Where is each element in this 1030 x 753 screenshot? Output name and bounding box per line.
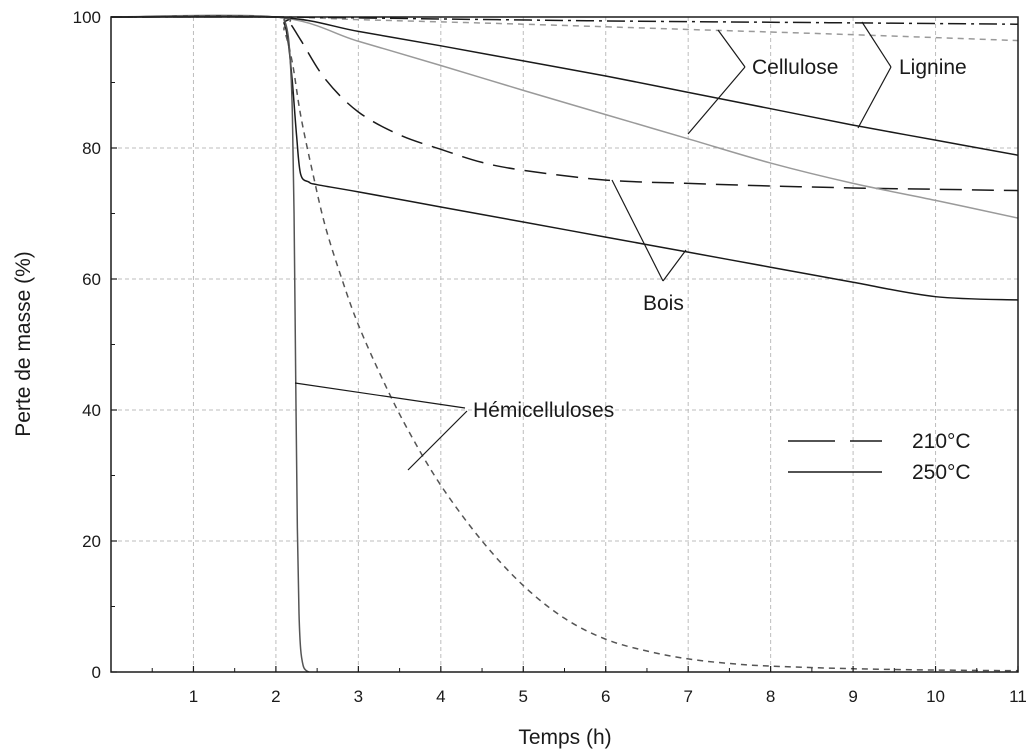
x-tick-label: 5 [519,687,528,706]
y-tick-label: 40 [82,401,101,420]
legend: 210°C 250°C [788,430,971,484]
legend-label-250: 250°C [912,461,971,484]
y-tick-label: 0 [92,663,101,682]
annotation-lignine: Lignine [899,56,967,79]
leader-line-bois [611,179,664,282]
annotation-hemicelluloses: Hémicelluloses [473,399,614,422]
axis-ticks: 1 2 3 4 5 6 7 8 9 10 11 0 20 40 60 80 100 [73,8,1027,706]
series-layer [110,14,1019,673]
y-tick-label: 60 [82,270,101,289]
y-tick-label: 80 [82,139,101,158]
series-bois-250-c [110,15,1019,301]
y-axis-label: Perte de masse (%) [12,251,35,437]
annotation-leader-lines [294,21,892,471]
x-tick-label: 8 [766,687,775,706]
leader-line-cellulose [687,66,746,135]
x-axis-label: Temps (h) [518,726,611,749]
y-tick-label: 20 [82,532,101,551]
x-tick-label: 2 [271,687,280,706]
grid [111,17,1018,672]
x-tick-label: 6 [601,687,610,706]
series-hemicelluloses-250-c [110,16,310,673]
plot-frame [110,16,1019,673]
leader-line-hemicelluloses [294,382,466,409]
annotation-cellulose: Cellulose [752,56,838,79]
leader-line-lignine [861,21,892,68]
annotation-bois: Bois [643,292,684,315]
series-lignine-210-c [110,16,1019,25]
x-tick-label: 7 [683,687,692,706]
x-tick-label: 11 [1009,687,1027,706]
legend-label-210: 210°C [912,430,971,453]
y-tick-label: 100 [73,8,101,27]
series-bois-210-c [110,15,1019,192]
x-tick-label: 4 [436,687,445,706]
x-tick-label: 9 [848,687,857,706]
leader-line-hemicelluloses [407,410,468,471]
x-tick-label: 1 [189,687,198,706]
leader-line-lignine [857,66,892,129]
leader-line-bois [662,249,687,282]
series-cellulose-250-c [110,14,1019,219]
series-lignine-250-c [110,15,1019,156]
series-cellulose-210-c [110,16,1019,42]
series-hemicelluloses-210-c [110,15,1019,672]
x-tick-label: 10 [926,687,945,706]
leader-line-cellulose [717,29,746,68]
x-tick-label: 3 [354,687,363,706]
